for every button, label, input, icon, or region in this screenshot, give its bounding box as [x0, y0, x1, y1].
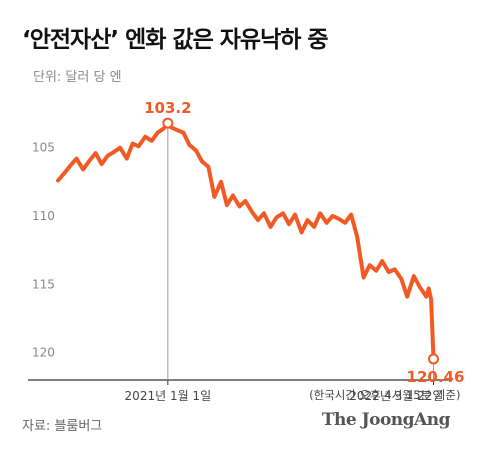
timestamp-note: (한국시간 오후 4시 15분 기준) [309, 388, 460, 402]
y-tick-label: 120 [32, 346, 55, 360]
x-tick-label: 2022년 3월 22일 [349, 389, 443, 403]
y-tick-label: 105 [32, 141, 55, 155]
latest-point [427, 353, 439, 365]
x-tick-label: 2021년 1월 1일 [125, 389, 212, 403]
source-label: 자료: 블룸버그 [22, 419, 103, 434]
series-line [56, 121, 436, 361]
peak-value-label: 103.2 [144, 99, 191, 117]
joongang-logo: The JoongAng [321, 410, 451, 430]
y-tick-label: 115 [32, 277, 55, 291]
peak-point [162, 117, 174, 129]
latest-value-label: 120.46 [407, 368, 465, 386]
y-tick-label: 110 [32, 209, 55, 223]
chart-title: ‘안전자산’ 엔화 값은 자유낙하 중 [22, 27, 329, 53]
unit-label: 단위: 달러 당 엔 [33, 70, 122, 85]
